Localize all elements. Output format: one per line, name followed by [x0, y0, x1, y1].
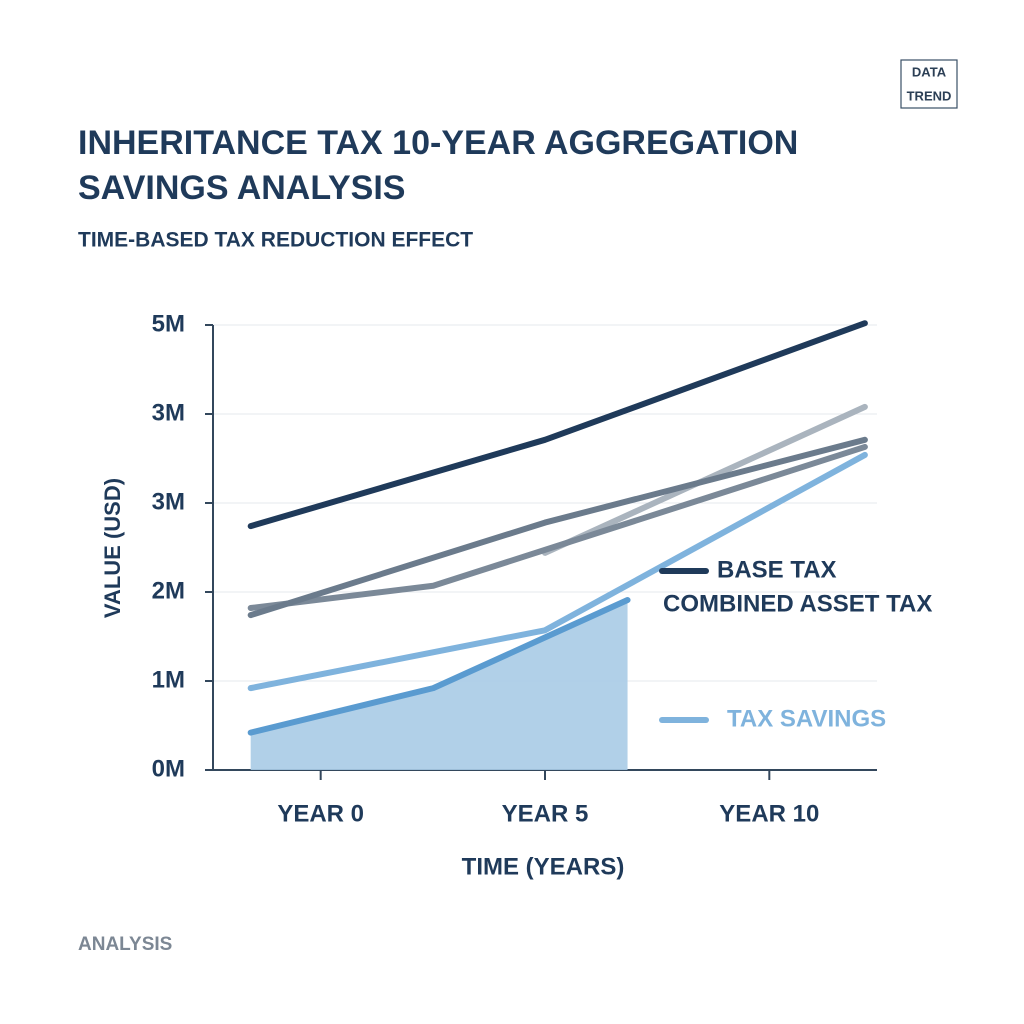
line — [247, 436, 868, 619]
line — [247, 597, 631, 736]
y-tick-label: 1M — [152, 666, 185, 693]
y-tick-label: 5M — [152, 310, 185, 337]
area — [250, 600, 628, 770]
legend-label: BASE TAX — [717, 556, 837, 583]
line — [247, 443, 868, 612]
chart-title: INHERITANCE TAX 10-YEAR AGGREGATION — [78, 124, 798, 162]
y-tick-label: 3M — [152, 399, 185, 426]
y-tick-label: 0M — [152, 755, 185, 782]
legend-label: COMBINED ASSET TAX — [663, 590, 932, 617]
footer: ANALYSIS — [78, 934, 172, 955]
x-axis-label: TIME (YEARS) — [462, 853, 625, 880]
x-tick-label: YEAR 5 — [502, 800, 589, 827]
line — [247, 320, 868, 530]
legend-label: TAX SAVINGS — [727, 705, 886, 732]
badge-box — [900, 59, 958, 109]
line — [247, 451, 868, 692]
chart-subtitle: TIME-BASED TAX REDUCTION EFFECT — [78, 229, 473, 252]
badge-text: TREND — [907, 88, 952, 103]
x-tick-label: YEAR 10 — [719, 800, 819, 827]
badge-text: DATA — [912, 64, 947, 79]
y-axis-label: VALUE (USD) — [100, 478, 125, 618]
y-tick-label: 3M — [152, 488, 185, 515]
y-tick-label: 2M — [152, 577, 185, 604]
chart-title: SAVINGS ANALYSIS — [78, 169, 405, 207]
x-tick-label: YEAR 0 — [277, 800, 364, 827]
